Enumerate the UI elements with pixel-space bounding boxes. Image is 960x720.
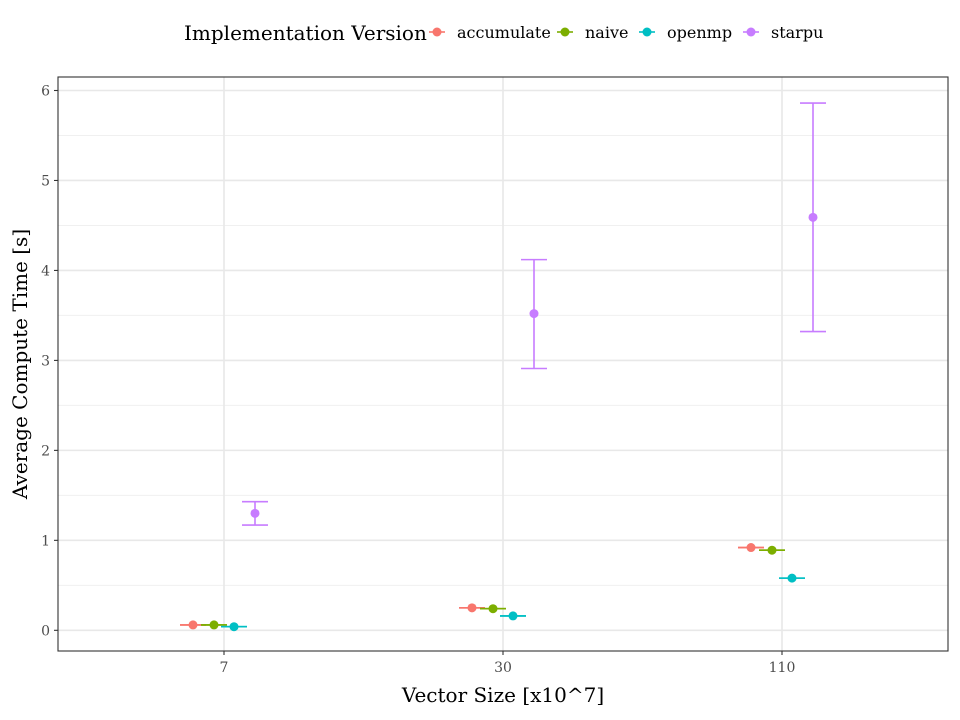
legend-label: accumulate	[457, 23, 551, 42]
y-axis: 0 1 2 3 4 5 6	[41, 83, 58, 639]
series-accumulate	[180, 543, 764, 630]
y-tick-label: 3	[41, 353, 50, 369]
legend-key-point	[432, 27, 442, 37]
x-tick-label: 30	[494, 660, 512, 676]
legend: Implementation Version accumulate naive op…	[184, 21, 823, 45]
series-starpu	[242, 102, 826, 526]
legend-key-point	[642, 27, 652, 37]
series-openmp	[221, 573, 805, 632]
legend-item-starpu: starpu	[743, 23, 823, 42]
grid	[58, 77, 948, 651]
data-point	[250, 508, 260, 518]
data-point	[808, 212, 818, 222]
x-tick-label: 110	[769, 660, 796, 676]
legend-item-naive: naive	[557, 23, 628, 42]
x-tick-label: 7	[220, 660, 229, 676]
data-point	[529, 309, 539, 319]
legend-label: naive	[585, 23, 628, 42]
y-tick-label: 2	[41, 443, 50, 459]
x-axis-title: Vector Size [x10^7]	[401, 683, 604, 707]
legend-key-point	[746, 27, 756, 37]
legend-label: openmp	[667, 23, 732, 42]
plot-panel	[57, 76, 949, 652]
data-point	[209, 620, 219, 630]
data-point	[767, 545, 777, 555]
y-axis-title: Average Compute Time [s]	[8, 229, 32, 500]
series-naive	[201, 545, 785, 630]
y-tick-label: 6	[41, 83, 50, 99]
data-point	[746, 543, 756, 553]
data-point	[229, 622, 239, 632]
legend-key-point	[560, 27, 570, 37]
legend-label: starpu	[771, 23, 823, 42]
legend-title: Implementation Version	[184, 21, 427, 45]
data-point	[787, 573, 797, 583]
y-tick-label: 1	[41, 533, 50, 549]
data-point	[467, 603, 477, 613]
legend-item-openmp: openmp	[639, 23, 732, 42]
y-tick-label: 0	[41, 623, 50, 639]
y-tick-label: 5	[41, 173, 50, 189]
marks	[180, 102, 826, 632]
x-axis: 7 30 110	[220, 651, 796, 676]
y-tick-label: 4	[41, 263, 50, 279]
data-point	[508, 611, 518, 621]
data-point	[188, 620, 198, 630]
legend-item-accumulate: accumulate	[429, 23, 551, 42]
data-point	[488, 604, 498, 614]
